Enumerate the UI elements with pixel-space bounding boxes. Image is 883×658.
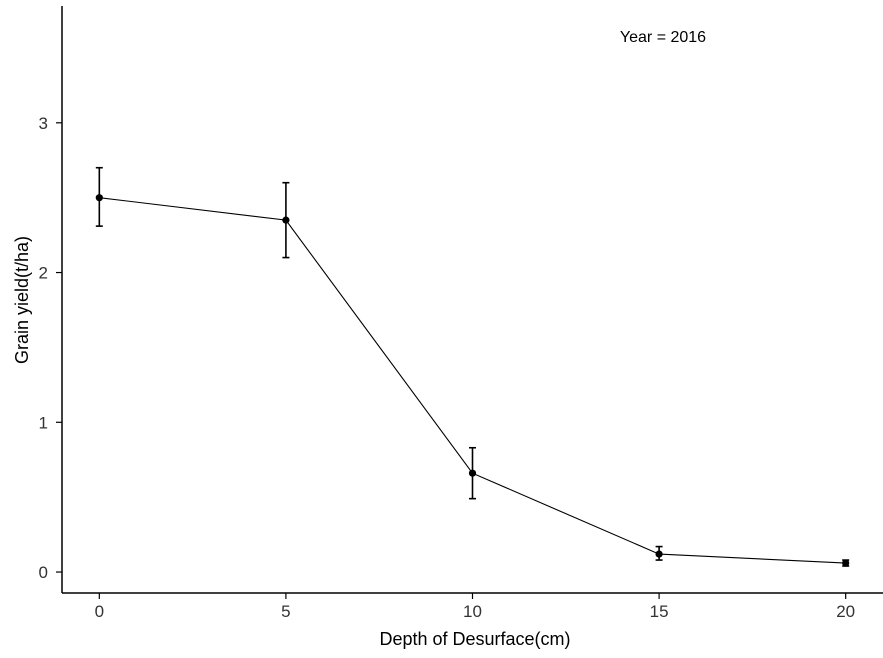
x-axis-title: Depth of Desurface(cm) bbox=[379, 629, 570, 649]
x-tick-label: 15 bbox=[650, 602, 669, 621]
y-tick-label: 1 bbox=[39, 413, 48, 432]
year-annotation: Year = 2016 bbox=[620, 29, 706, 46]
data-point bbox=[655, 550, 663, 558]
y-tick-label: 2 bbox=[39, 264, 48, 283]
data-point bbox=[95, 194, 103, 202]
x-axis-ticks: 0 5 10 15 20 bbox=[95, 593, 855, 621]
x-tick-label: 0 bbox=[95, 602, 104, 621]
plot-area: 0 5 10 15 20 0 1 2 3 bbox=[39, 6, 883, 621]
x-tick-label: 5 bbox=[281, 602, 290, 621]
data-point bbox=[282, 216, 290, 224]
series-line bbox=[99, 197, 846, 564]
y-tick-label: 0 bbox=[39, 563, 48, 582]
data-point bbox=[842, 559, 850, 567]
y-axis-ticks: 0 1 2 3 bbox=[39, 114, 62, 582]
x-tick-label: 20 bbox=[836, 602, 855, 621]
data-point bbox=[468, 469, 477, 477]
y-axis-title: Grain yield(t/ha) bbox=[12, 236, 32, 364]
x-tick-label: 10 bbox=[463, 602, 482, 621]
series-layer bbox=[95, 166, 850, 567]
y-tick-label: 3 bbox=[39, 114, 48, 133]
